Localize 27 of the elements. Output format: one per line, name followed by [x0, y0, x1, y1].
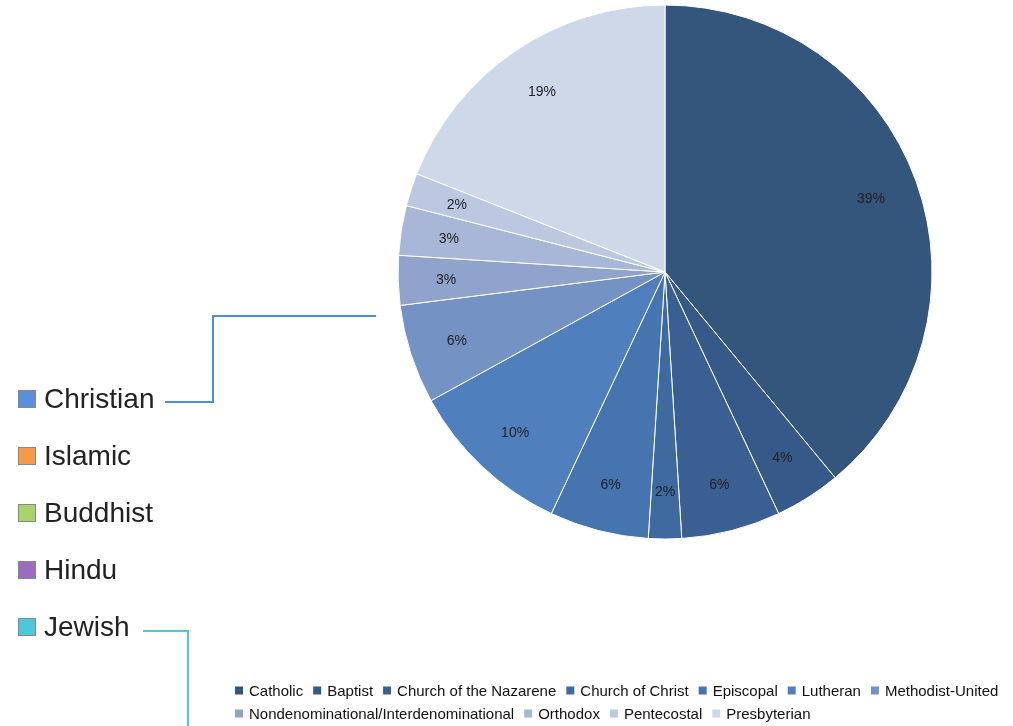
legend-label: Lutheran	[801, 682, 861, 699]
legend-label: Methodist-United	[884, 682, 999, 699]
legend-label: Orthodox	[538, 705, 601, 722]
text: Jewish	[44, 611, 130, 643]
legend-label: Pentecostal	[623, 705, 703, 722]
text: Hindu	[44, 554, 118, 586]
data-label: 2%	[446, 196, 467, 213]
text: Christian	[44, 383, 155, 415]
data-label: 3%	[436, 270, 457, 287]
text: Buddhist	[44, 497, 153, 529]
data-label: 19%	[527, 82, 556, 99]
text: Islamic	[44, 440, 132, 472]
data-label: 6%	[709, 476, 730, 493]
data-label: 6%	[446, 331, 467, 348]
data-label: 3%	[438, 229, 459, 246]
legend-label: Baptist	[327, 682, 374, 699]
data-label: 2%	[654, 482, 676, 499]
data-label: 10%	[501, 423, 530, 440]
data-label: 39%	[856, 189, 886, 206]
data-label: 4%	[772, 448, 793, 465]
legend-label: Church of Christ	[580, 682, 690, 699]
legend-label: Church of the Nazarene	[397, 682, 557, 699]
legend-label: Catholic	[249, 682, 304, 699]
legend-label: Episcopal	[712, 682, 778, 699]
legend-label: Presbyterian	[726, 705, 811, 722]
data-label: 6%	[600, 476, 621, 493]
legend-label: Nondenominational/Interdenominational	[249, 705, 515, 722]
